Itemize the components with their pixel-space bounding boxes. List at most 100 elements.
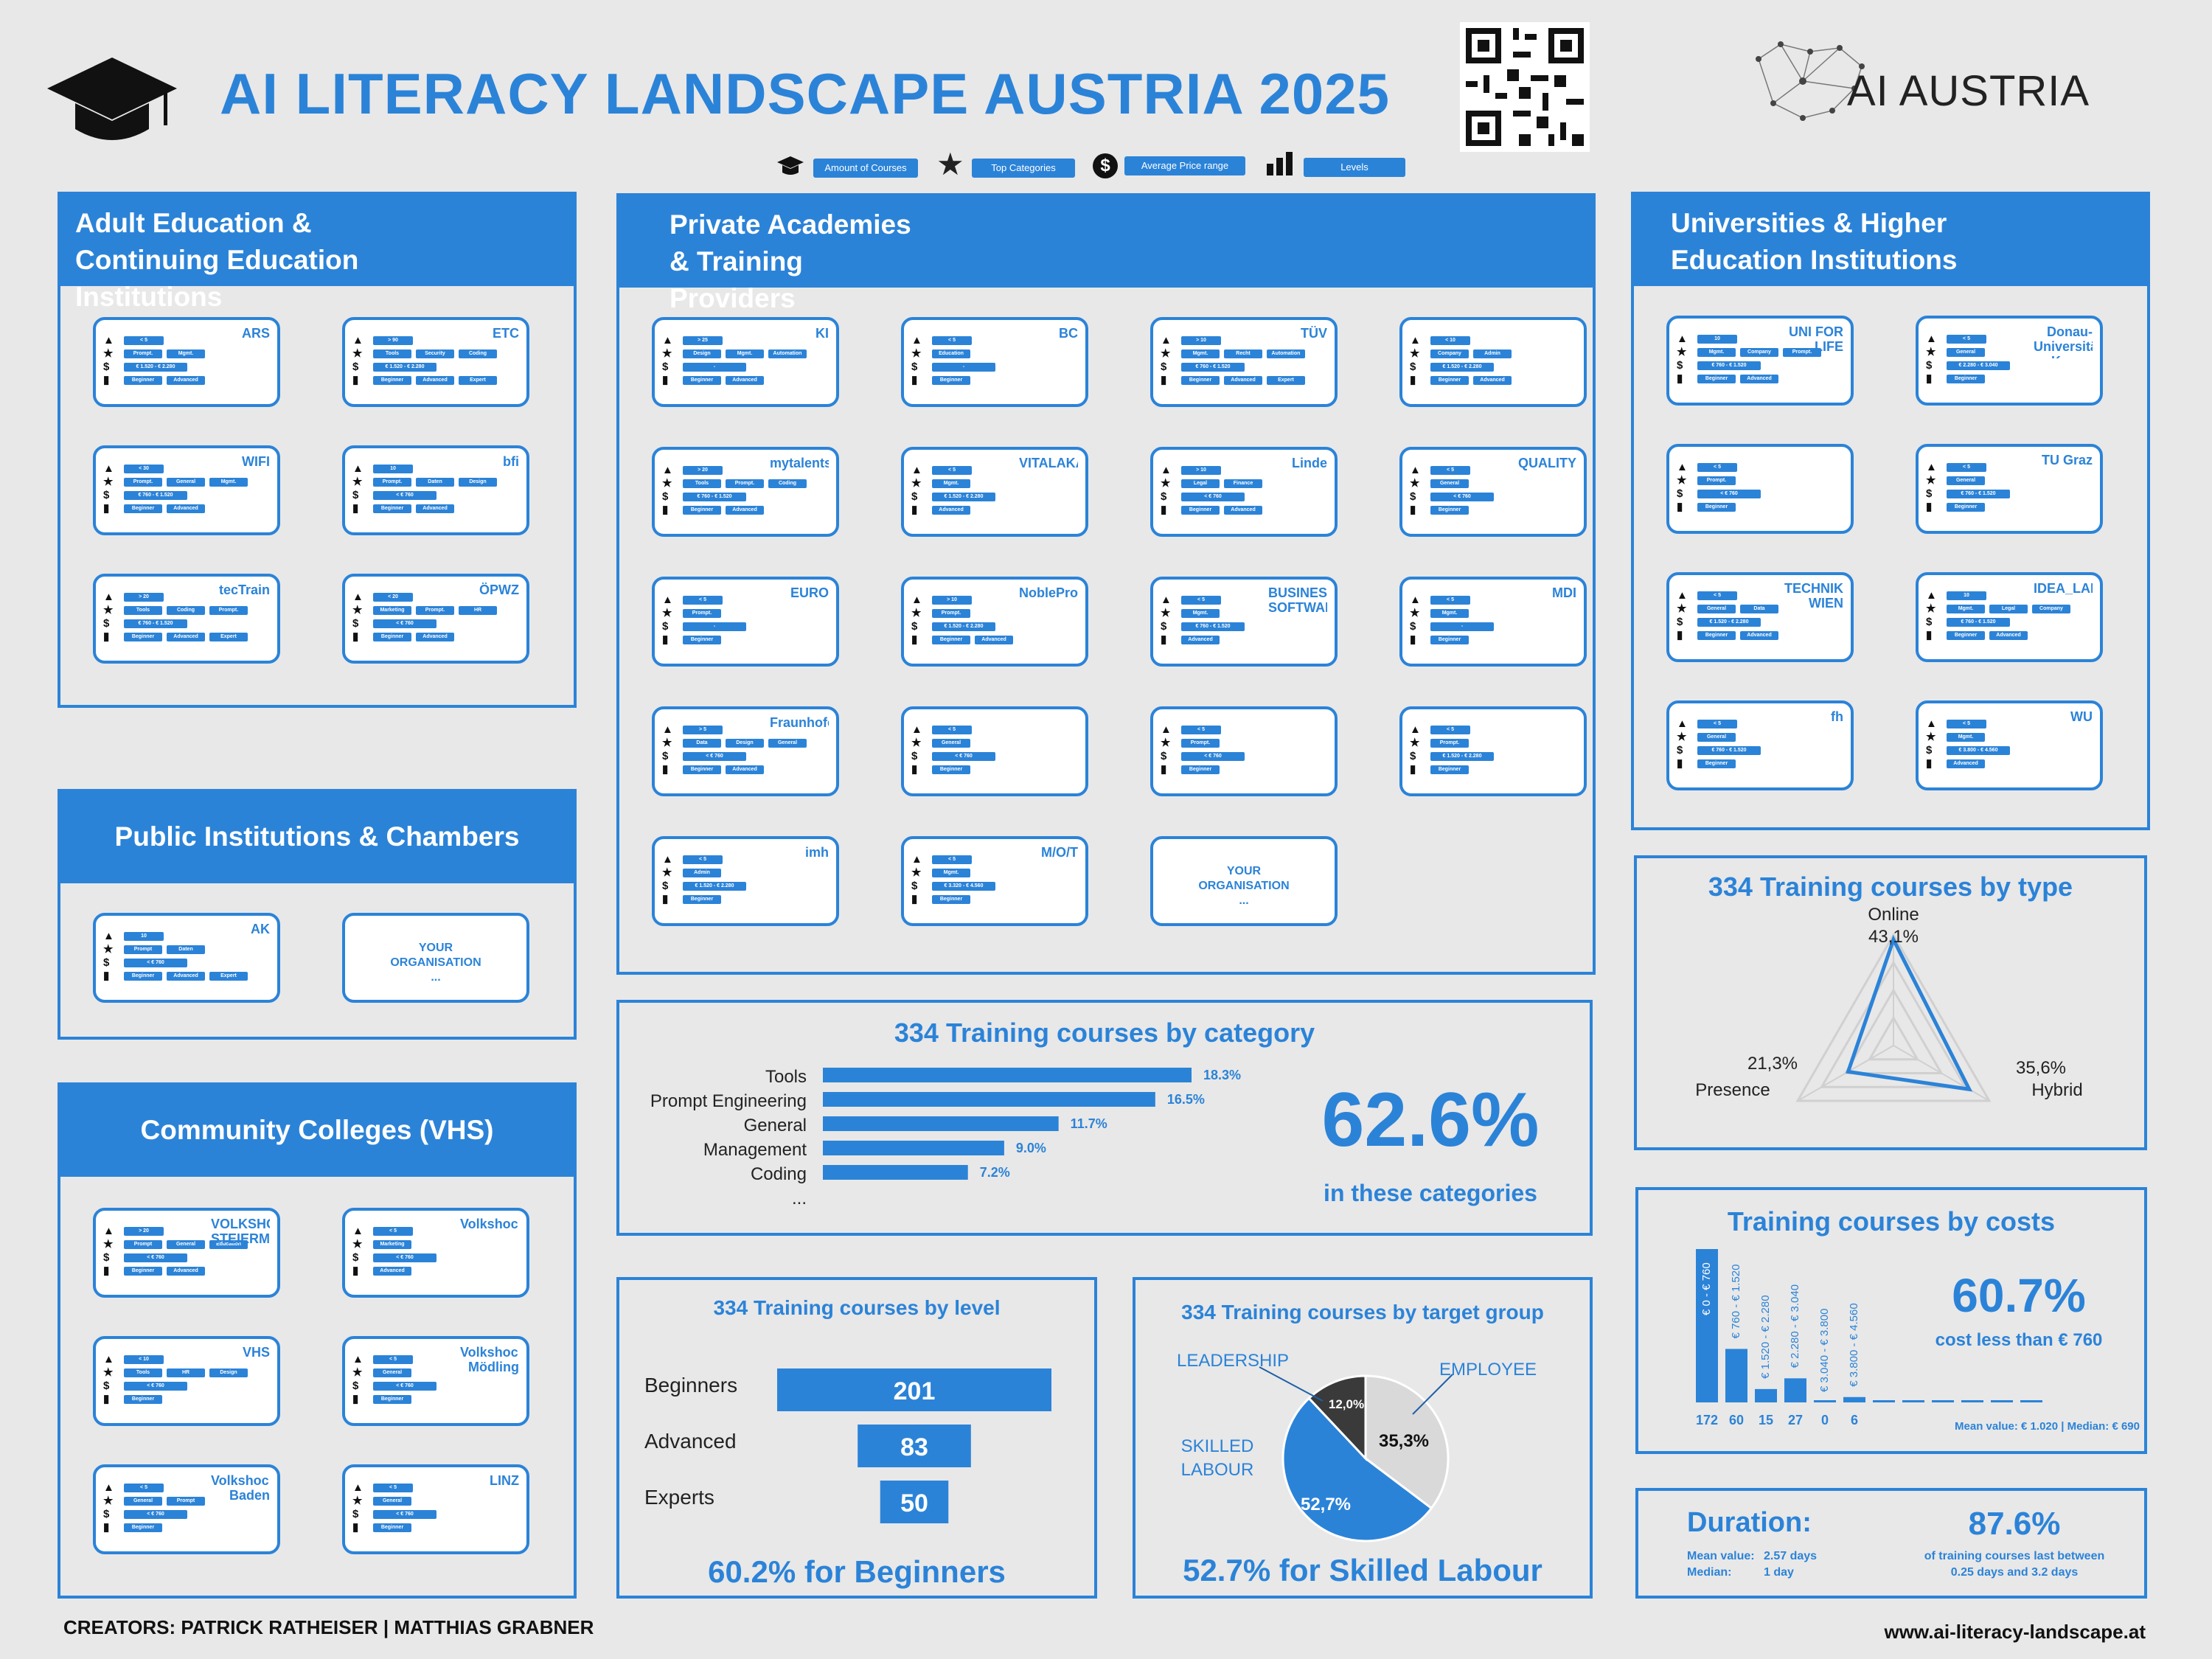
provider-card[interactable]: ▲ ★ $ ▮ 10 Mgmt. Company Prompt. € 760 - € 1.520… xyxy=(1666,316,1854,406)
star-legend-icon: ★ xyxy=(936,147,964,181)
price-range: < € 760 xyxy=(1181,752,1245,761)
provider-logo: VOLKSHOCHSCHULE STEIERMARK xyxy=(211,1217,270,1246)
legend-levels: Levels xyxy=(1304,158,1405,177)
provider-card[interactable]: ▲ ★ $ ▮ > 20 Tools Prompt. Coding € 760 - € 1.52… xyxy=(652,447,839,537)
provider-card[interactable]: ▲ ★ $ ▮ 10 Mgmt. Legal Company € 760 - € 1.520 Be… xyxy=(1916,572,2103,662)
provider-card[interactable]: ▲ ★ $ ▮ < 5 General Prompt < € 760 Beginner Volks… xyxy=(93,1464,280,1554)
star-icon: ★ xyxy=(1161,347,1171,360)
your-organisation-card[interactable]: YOUR ORGANISATION... xyxy=(1150,836,1338,926)
provider-card[interactable]: ▲ ★ $ ▮ < 5 General < € 760 Beginner xyxy=(901,706,1088,796)
category-value-label: 16.5% xyxy=(1167,1092,1205,1107)
courses-icon: ▲ xyxy=(103,1353,114,1366)
legend-courses: Amount of Courses xyxy=(813,159,918,178)
target-group-title: 334 Training courses by target group xyxy=(1181,1301,1544,1324)
provider-card[interactable]: ▲ ★ $ ▮ < 5 Mgmt. € 3.320 - € 4.560 Beginner M/O… xyxy=(901,836,1088,926)
provider-card[interactable]: ▲ ★ $ ▮ < 5 Mgmt. € 3.800 - € 4.560 Advanced WU xyxy=(1916,700,2103,790)
level-tag: Beginner xyxy=(1181,376,1220,385)
cost-bar xyxy=(1902,1400,1924,1402)
provider-card[interactable]: ▲ ★ $ ▮ < 5 General € 760 - € 1.520 Beginner TU … xyxy=(1916,444,2103,534)
provider-card[interactable]: ▲ ★ $ ▮ < 5 Mgmt. € 760 - € 1.520 Advanced BUSIN… xyxy=(1150,577,1338,667)
radar-grid xyxy=(1795,932,1992,1102)
provider-card[interactable]: ▲ ★ $ ▮ < 5 Admin € 1.520 - € 2.280 Beginner imh xyxy=(652,836,839,926)
star-icon: ★ xyxy=(352,1495,363,1507)
provider-card[interactable]: ▲ ★ $ ▮ < 20 Marketing Prompt. HR < € 760 Beginne… xyxy=(342,574,529,664)
provider-card[interactable]: ▲ ★ $ ▮ < 5 General € 2.280 - € 3.040 Beginner D… xyxy=(1916,316,2103,406)
provider-card[interactable]: ▲ ★ $ ▮ 10 Prompt. Daten Design < € 760 Beginner A… xyxy=(342,445,529,535)
radar-series xyxy=(1846,934,1973,1092)
star-icon: ★ xyxy=(1677,731,1687,743)
provider-logo: BC xyxy=(1059,326,1078,341)
level-tag: Beginner xyxy=(1181,765,1220,774)
course-count: < 10 xyxy=(124,1355,164,1364)
dollar-icon: $ xyxy=(911,880,918,892)
provider-card[interactable]: ▲ ★ $ ▮ < 5 General < € 760 Beginner LINZ xyxy=(342,1464,529,1554)
price-range: < € 760 xyxy=(1430,493,1494,501)
provider-card[interactable]: ▲ ★ $ ▮ > 20 Tools Coding Prompt. € 760 - € 1.52… xyxy=(93,574,280,664)
provider-card[interactable]: ▲ ★ $ ▮ < 10 Company Admin € 1.520 - € 2.280 Beg… xyxy=(1399,317,1587,407)
provider-card[interactable]: ▲★$▮ < 5 General < € 760 Beginner Volkshochsc… xyxy=(342,1336,529,1426)
provider-card[interactable]: ▲ ★ $ ▮ > 10 Prompt. € 1.520 - € 2.280 Beginner… xyxy=(901,577,1088,667)
provider-card[interactable]: ▲★$▮ < 5 Marketing < € 760 Advanced Volkshoch… xyxy=(342,1208,529,1298)
category-tag: Mgmt. xyxy=(1181,609,1220,618)
provider-logo: tecTrain xyxy=(218,582,270,597)
website-link[interactable]: www.ai-literacy-landscape.at xyxy=(1884,1621,2146,1643)
provider-card[interactable]: ▲ ★ $ ▮ < 5 Prompt. < € 760 Beginner xyxy=(1150,706,1338,796)
category-tag: Prompt xyxy=(167,1497,205,1506)
provider-card[interactable]: ▲ ★ $ ▮ < 5 Prompt. Mgmt. € 1.520 - € 2.280 Begi… xyxy=(93,317,280,407)
provider-card[interactable]: ▲ ★ $ ▮ < 5 Prompt. - Beginner EURO xyxy=(652,577,839,667)
levels-icon: ▮ xyxy=(103,1521,110,1534)
provider-logo: Volkshochschule xyxy=(460,1217,519,1231)
level-tag: Beginner xyxy=(1697,375,1736,383)
provider-card[interactable]: ▲ ★ $ ▮ < 5 General Data € 1.520 - € 2.280 Begin… xyxy=(1666,572,1854,662)
star-icon: ★ xyxy=(352,476,363,488)
provider-card[interactable]: ▲ ★ $ ▮ > 5 Data Design General < € 760 Beginner A… xyxy=(652,706,839,796)
provider-card[interactable]: ▲ ★ $ ▮ > 20 Prompt General Education < € 760 Beg… xyxy=(93,1208,280,1298)
page-title: AI LITERACY LANDSCAPE AUSTRIA 2025 xyxy=(220,61,1391,126)
dollar-icon: $ xyxy=(911,620,918,633)
course-count: < 20 xyxy=(373,593,413,602)
course-count: < 5 xyxy=(1697,720,1737,728)
provider-logo: UNI FOR LIFE xyxy=(1789,324,1843,354)
provider-logo: Fraunhofer xyxy=(770,715,829,730)
level-tag: Advanced xyxy=(416,633,454,641)
course-count: < 5 xyxy=(1430,466,1470,475)
provider-logo xyxy=(1268,715,1327,749)
category-tag: Legal xyxy=(1181,479,1220,488)
level-tag: Beginner xyxy=(683,765,721,774)
brand-name: AI AUSTRIA xyxy=(1847,67,2090,115)
levels-icon: ▮ xyxy=(911,763,918,776)
leadership-label: LEADERSHIP xyxy=(1177,1351,1290,1371)
your-organisation-card[interactable]: YOUR ORGANISATION... xyxy=(342,913,529,1003)
courses-icon: ▲ xyxy=(911,334,922,347)
courses-icon: ▲ xyxy=(1926,461,1937,473)
provider-logo: ETC xyxy=(493,326,519,341)
provider-card[interactable]: ▲ ★ $ ▮ > 10 Legal Finance < € 760 Beginner Advan… xyxy=(1150,447,1338,537)
provider-card[interactable]: ▲ ★ $ ▮ < 5 Prompt. € 1.520 - € 2.280 Beginner xyxy=(1399,706,1587,796)
provider-card[interactable]: ▲ ★ $ ▮ < 5 Mgmt. € 1.520 - € 2.280 Advanced VIT… xyxy=(901,447,1088,537)
network-map-icon xyxy=(1756,41,1865,121)
provider-card[interactable]: ▲ ★ $ ▮ < 5 General € 760 - € 1.520 Beginner fh xyxy=(1666,700,1854,790)
provider-card[interactable]: ▲ ★ $ ▮ < 5 Mgmt. - Beginner MDI xyxy=(1399,577,1587,667)
category-tag: Mgmt. xyxy=(1947,733,1985,742)
provider-card[interactable]: ▲ ★ $ ▮ 10 Prompt Daten < € 760 Beginner Advanced… xyxy=(93,913,280,1003)
provider-logo: Volkshochschule Baden xyxy=(211,1473,270,1503)
category-tag: Prompt. xyxy=(932,609,970,618)
provider-logo: Volkshochschule Mödling xyxy=(460,1345,519,1374)
category-tag: Data xyxy=(683,739,721,748)
provider-card[interactable]: ▲ ★ $ ▮ > 25 Design Mgmt. Automation - Beginner Ad… xyxy=(652,317,839,407)
provider-logo: TECHNIKUM WIEN xyxy=(1784,581,1843,611)
price-range: € 1.520 - € 2.280 xyxy=(1430,363,1494,372)
provider-card[interactable]: ▲ ★ $ ▮ < 10 Tools HR Design < € 760 Beginner VHS xyxy=(93,1336,280,1426)
provider-card[interactable]: ▲ ★ $ ▮ < 5 General < € 760 Beginner QUALITY xyxy=(1399,447,1587,537)
provider-card[interactable]: ▲ ★ $ ▮ < 30 Prompt. General Mgmt. € 760 - € 1.5… xyxy=(93,445,280,535)
provider-logo xyxy=(1517,326,1576,360)
category-tag: Prompt. xyxy=(1697,476,1736,485)
provider-logo: WIFI xyxy=(242,454,270,469)
level-chart-panel: 334 Training courses by level Beginners 2… xyxy=(616,1277,1097,1599)
provider-card[interactable]: ▲ ★ $ ▮ > 90 Tools Security Coding € 1.520 - € 2… xyxy=(342,317,529,407)
provider-card[interactable]: ▲ ★ $ ▮ > 10 Mgmt. Recht Automation € 760 - € 1.… xyxy=(1150,317,1338,407)
course-count: < 5 xyxy=(1181,726,1221,734)
provider-card[interactable]: ▲ ★ $ ▮ < 5 Education - Beginner BC xyxy=(901,317,1088,407)
provider-logo: TU Graz xyxy=(2041,453,2093,467)
provider-card[interactable]: ▲ ★ $ ▮ < 5 Prompt. < € 760 Beginner xyxy=(1666,444,1854,534)
